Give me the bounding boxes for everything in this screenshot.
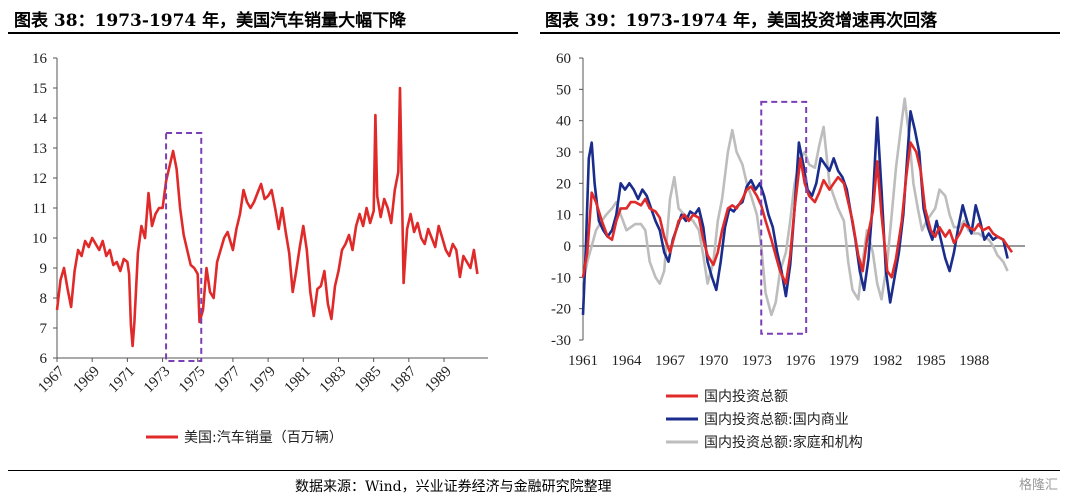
right-y-tick-label: 40 xyxy=(556,114,571,130)
left-y-tick-label: 14 xyxy=(32,111,48,127)
left-y-tick-label: 8 xyxy=(40,291,48,307)
left-highlight-box xyxy=(165,132,203,362)
right-x-tick-label: 1970 xyxy=(698,353,728,369)
right-y-tick-label: 20 xyxy=(556,176,571,192)
footer-rule xyxy=(8,470,1060,471)
left-x-tick-label: 1975 xyxy=(176,364,209,397)
right-x-tick-label: 1979 xyxy=(829,353,859,369)
right-y-tick-label: -20 xyxy=(551,302,571,318)
left-x-tick-label: 1967 xyxy=(35,363,68,396)
left-x-tick-label: 1973 xyxy=(141,364,174,397)
left-y-tick-label: 10 xyxy=(32,231,47,247)
left-x-tick-label: 1981 xyxy=(282,364,315,397)
right-y-tick-label: 0 xyxy=(564,239,572,255)
right-x-tick-label: 1988 xyxy=(959,353,989,369)
right-legend-label: 国内投资总额:家庭和机构 xyxy=(704,434,863,451)
watermark-text: 格隆汇 xyxy=(1018,478,1058,493)
left-y-tick-label: 9 xyxy=(40,261,48,277)
left-chart-title: 图表 38：1973-1974 年，美国汽车销量大幅下降 xyxy=(14,11,407,31)
right-title-rule xyxy=(540,32,1060,34)
right-series-line xyxy=(581,141,1014,285)
left-x-tick-label: 1983 xyxy=(317,364,350,397)
right-y-tick-label: -10 xyxy=(551,270,571,286)
left-y-tick-label: 15 xyxy=(32,81,47,97)
left-y-tick-label: 7 xyxy=(40,321,48,337)
right-chart-title: 图表 39：1973-1974 年，美国投资增速再次回落 xyxy=(545,11,938,31)
right-y-tick-label: 10 xyxy=(556,208,571,224)
left-x-tick-label: 1971 xyxy=(106,364,139,397)
left-x-tick-label: 1969 xyxy=(70,364,103,397)
right-legend-label: 国内投资总额:国内商业 xyxy=(704,412,849,428)
right-y-tick-label: 60 xyxy=(556,51,571,67)
right-highlight-box xyxy=(760,100,808,335)
right-y-tick-label: -30 xyxy=(551,333,571,349)
left-x-tick-label: 1987 xyxy=(387,363,420,396)
left-x-tick-label: 1989 xyxy=(422,364,455,397)
left-x-tick-label: 1979 xyxy=(246,364,279,397)
right-x-tick-label: 1985 xyxy=(916,353,946,369)
right-legend-label: 国内投资总额 xyxy=(704,389,788,405)
right-y-tick-label: 50 xyxy=(556,82,571,98)
left-legend-label: 美国:汽车销量（百万辆） xyxy=(184,429,343,446)
right-x-tick-label: 1967 xyxy=(655,353,686,369)
left-y-tick-label: 13 xyxy=(32,141,47,157)
left-y-tick-label: 6 xyxy=(40,351,48,367)
left-y-tick-label: 11 xyxy=(33,201,47,217)
right-x-tick-label: 1964 xyxy=(611,353,642,369)
left-title-rule xyxy=(8,32,518,34)
left-y-tick-label: 16 xyxy=(32,51,48,67)
left-series-line xyxy=(55,86,479,348)
right-x-tick-label: 1961 xyxy=(568,353,598,369)
right-x-tick-label: 1973 xyxy=(742,353,772,369)
right-y-tick-label: 30 xyxy=(556,145,571,161)
source-note: 数据来源：Wind，兴业证券经济与金融研究院整理 xyxy=(295,479,612,495)
left-x-tick-label: 1977 xyxy=(211,363,244,396)
left-y-tick-label: 12 xyxy=(32,171,47,187)
right-x-tick-label: 1976 xyxy=(785,353,816,369)
right-x-tick-label: 1982 xyxy=(872,353,902,369)
left-x-tick-label: 1985 xyxy=(352,364,385,397)
